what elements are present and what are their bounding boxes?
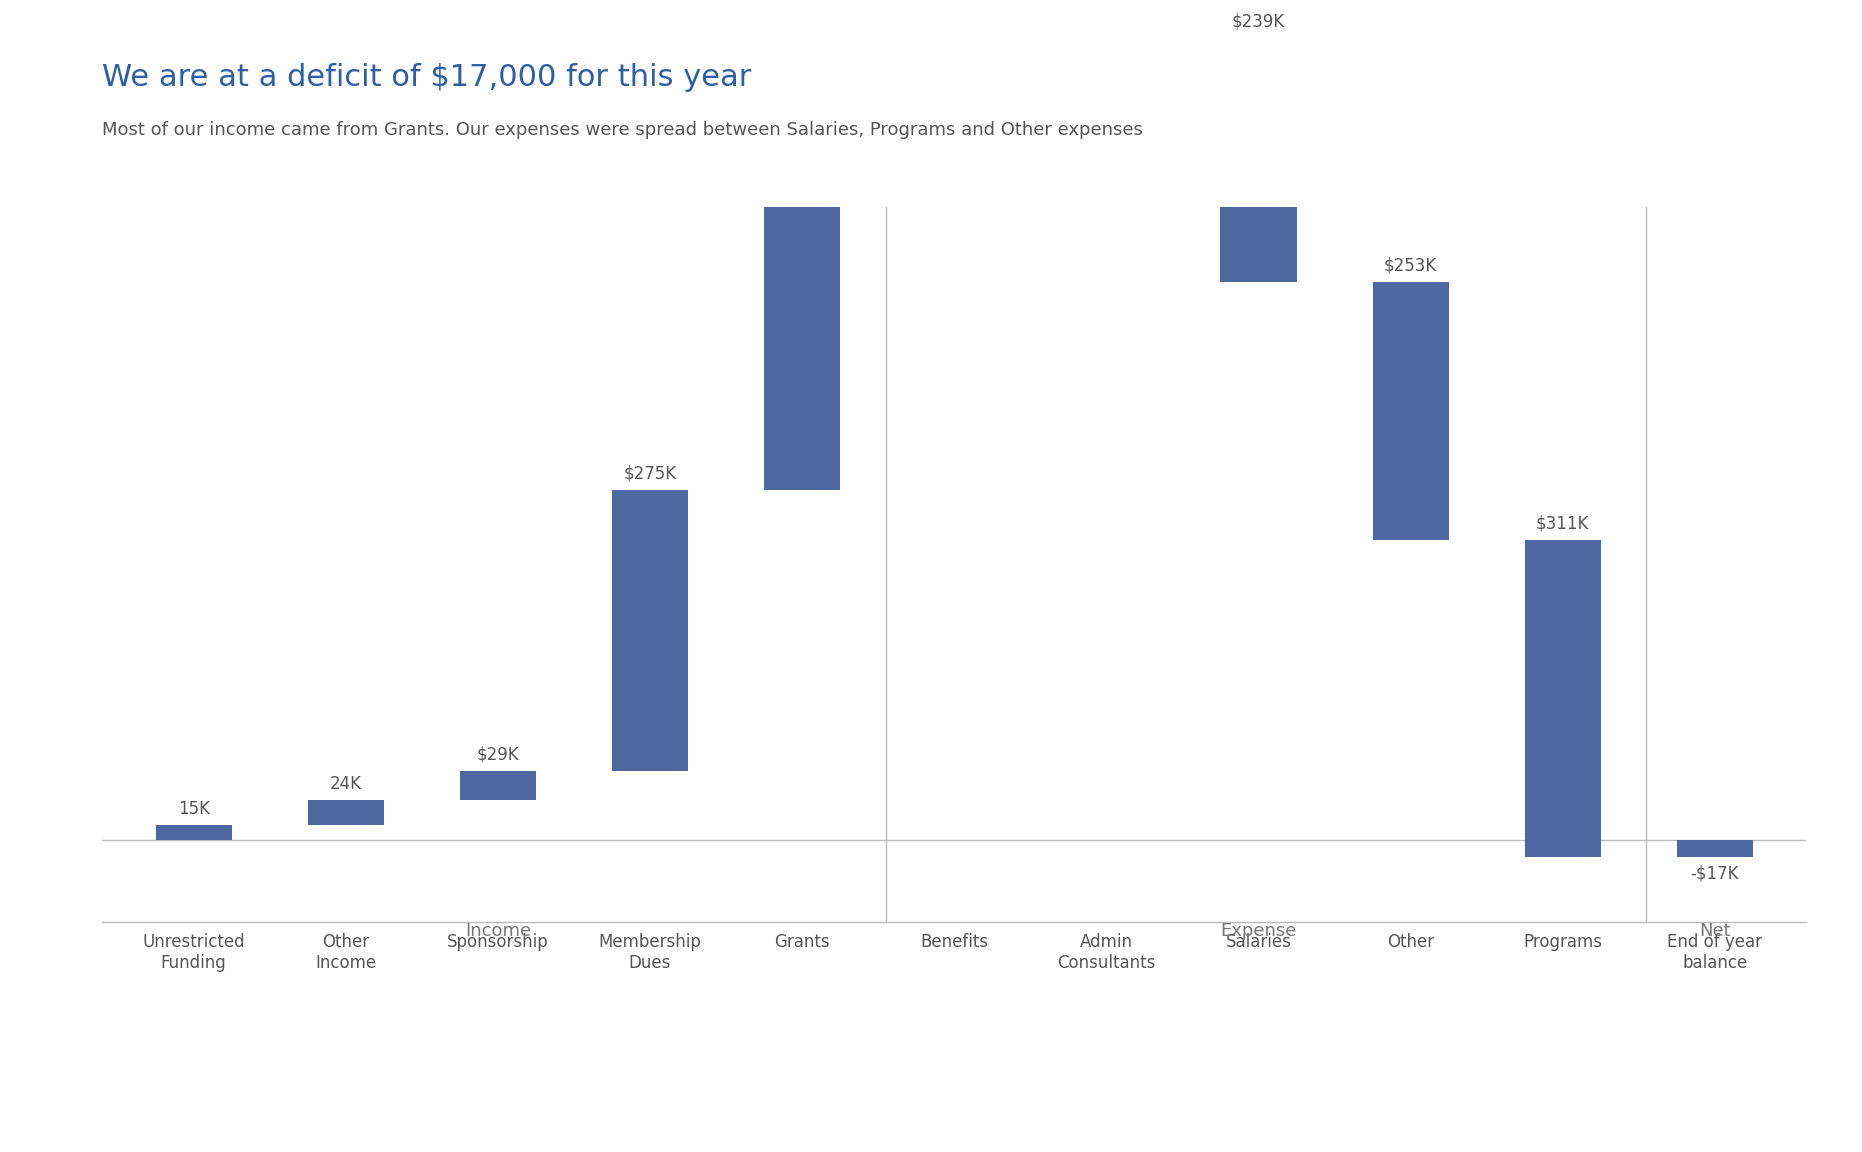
Bar: [763, 0, 840, 490]
Text: Expense: Expense: [1220, 922, 1296, 940]
Text: Most of our income came from Grants. Our expenses were spread between Salaries, : Most of our income came from Grants. Our…: [102, 121, 1143, 139]
Text: $311K: $311K: [1536, 515, 1590, 533]
Text: $253K: $253K: [1383, 257, 1437, 274]
Text: -$17K: -$17K: [1691, 864, 1739, 882]
Text: Income: Income: [466, 922, 531, 940]
Text: $239K: $239K: [1233, 13, 1285, 31]
Text: $275K: $275K: [624, 465, 676, 483]
Bar: [613, 490, 689, 771]
Text: $29K: $29K: [477, 745, 519, 764]
Bar: [1220, 38, 1296, 282]
Bar: [460, 771, 536, 801]
Text: 15K: 15K: [177, 799, 210, 818]
Bar: [1372, 282, 1449, 540]
Bar: [307, 801, 384, 825]
Bar: [1525, 540, 1601, 857]
Text: We are at a deficit of $17,000 for this year: We are at a deficit of $17,000 for this …: [102, 63, 752, 92]
Bar: [156, 825, 231, 840]
Bar: [1069, 0, 1145, 38]
Text: Net: Net: [1698, 922, 1730, 940]
Bar: [1678, 840, 1752, 857]
Text: 24K: 24K: [330, 775, 361, 793]
